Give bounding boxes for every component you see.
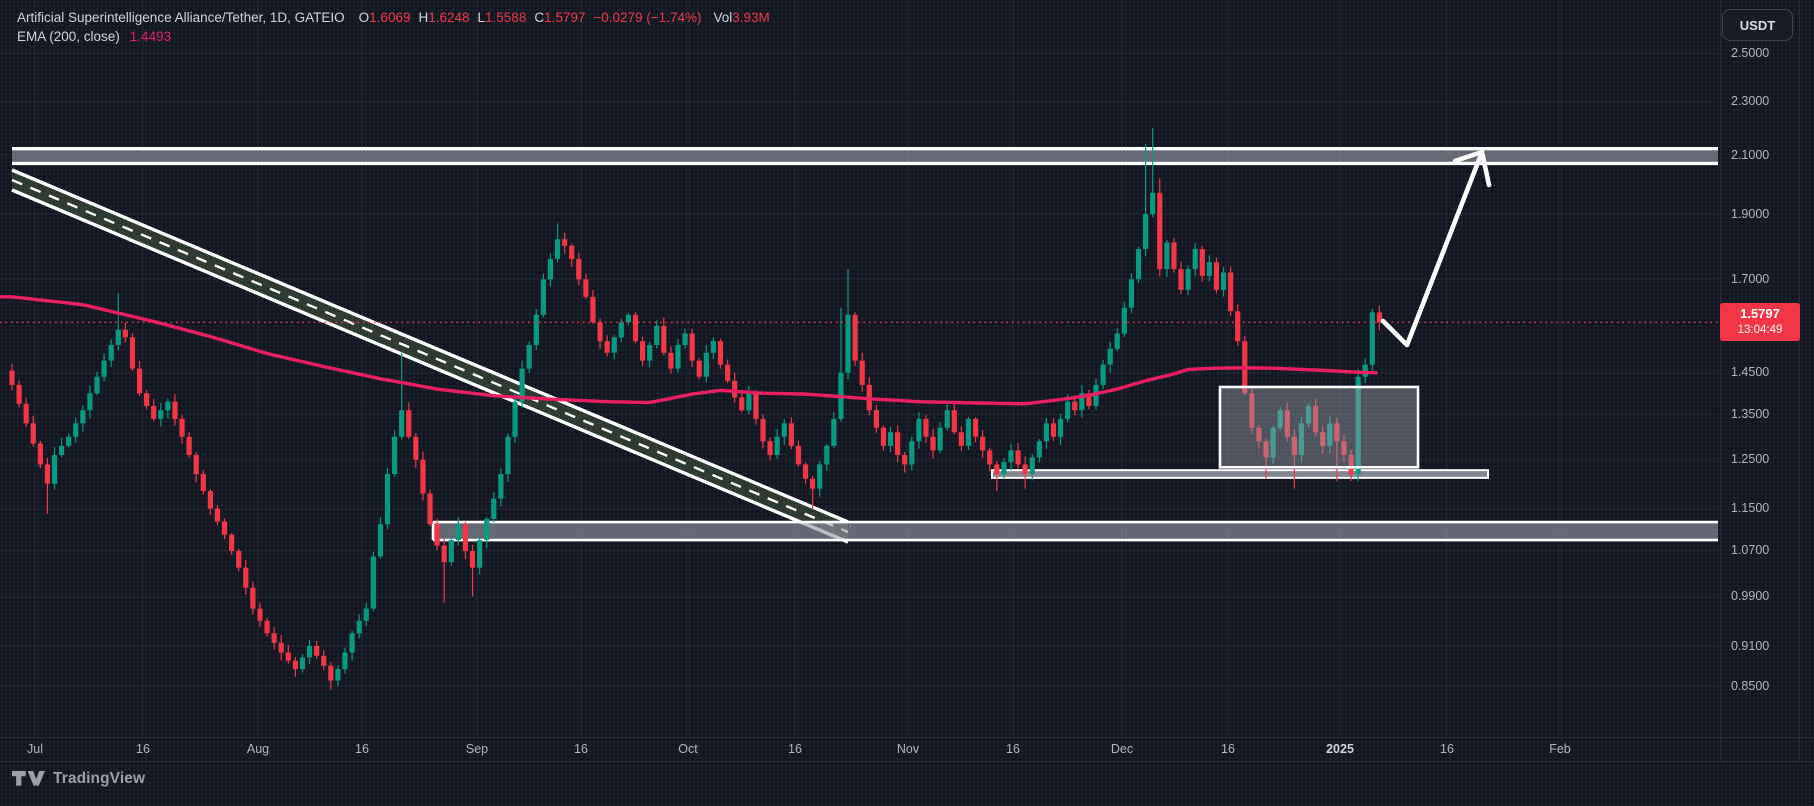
price-tick-label: 2.3000 xyxy=(1731,94,1770,109)
price-tick-label: 1.0700 xyxy=(1731,543,1770,558)
volume-value: 3.93M xyxy=(732,10,770,25)
time-axis[interactable]: Jul 16 Aug 16 Sep 16 Oct 16 Nov 16 Dec 16 2025 16 Feb xyxy=(0,737,1814,761)
last-price-badge: 1.5797 13:04:49 xyxy=(1720,303,1800,342)
open-value: 1.6069 xyxy=(369,10,411,25)
price-tick-label: 1.3500 xyxy=(1731,407,1770,422)
price-tick-label: 1.4500 xyxy=(1731,365,1770,380)
time-tick-label: Feb xyxy=(1549,742,1571,756)
price-tick-label: 0.9100 xyxy=(1731,638,1770,653)
bar-countdown: 13:04:49 xyxy=(1737,324,1783,337)
currency-unit-button[interactable]: USDT xyxy=(1722,9,1793,41)
time-tick-label: 2025 xyxy=(1326,742,1354,756)
high-label: H xyxy=(418,10,429,25)
time-tick-label: 16 xyxy=(355,742,369,756)
time-tick-label: Jul xyxy=(27,742,43,756)
last-price-value: 1.5797 xyxy=(1740,306,1780,322)
breakout-arrow[interactable] xyxy=(1380,149,1492,348)
time-tick-label: 16 xyxy=(136,742,150,756)
high-value: 1.6248 xyxy=(428,10,470,25)
support-zone[interactable] xyxy=(431,520,1718,542)
time-tick-label: Nov xyxy=(896,742,920,756)
low-label: L xyxy=(477,10,486,25)
tradingview-logo-text: TradingView xyxy=(53,769,146,787)
tradingview-icon xyxy=(12,770,45,786)
time-tick-label: 16 xyxy=(788,742,802,756)
time-tick-label: 16 xyxy=(574,742,588,756)
time-tick-label: Dec xyxy=(1110,742,1134,756)
time-tick-label: 16 xyxy=(1006,742,1020,756)
indicator-label[interactable]: EMA (200, close) xyxy=(17,29,120,44)
price-tick-label: 2.5000 xyxy=(1731,45,1770,60)
price-axis[interactable]: 2.5000 2.3000 2.1000 1.9000 1.7000 1.4500 1.35… xyxy=(1720,0,1814,737)
time-tick-label: 16 xyxy=(1221,742,1235,756)
low-value: 1.5588 xyxy=(485,10,527,25)
consolidation-box[interactable] xyxy=(1218,385,1420,469)
price-tick-label: 1.7000 xyxy=(1731,271,1770,286)
time-tick-label: 16 xyxy=(1440,742,1454,756)
chart-legend: Artificial Superintelligence Alliance/Te… xyxy=(17,10,770,44)
ema-line[interactable] xyxy=(0,295,1378,406)
footer-separator xyxy=(0,761,1814,762)
price-tick-label: 1.9000 xyxy=(1731,206,1770,221)
grid-layer xyxy=(0,0,1718,735)
price-axis-separator xyxy=(1720,0,1721,761)
price-tick-label: 0.9900 xyxy=(1731,589,1770,604)
candles-layer xyxy=(9,128,1383,690)
minor-support-level[interactable] xyxy=(991,469,1489,479)
trend-channel[interactable] xyxy=(11,168,849,544)
resistance-zone[interactable] xyxy=(12,146,1718,166)
open-label: O xyxy=(358,10,370,25)
symbol-title[interactable]: Artificial Superintelligence Alliance/Te… xyxy=(17,10,345,25)
change-value: −0.0279 (−1.74%) xyxy=(593,10,702,25)
close-value: 1.5797 xyxy=(544,10,586,25)
price-tick-label: 2.1000 xyxy=(1731,147,1770,162)
price-tick-label: 0.8500 xyxy=(1731,678,1770,693)
time-axis-separator xyxy=(0,737,1814,738)
indicator-value: 1.4493 xyxy=(129,29,172,44)
symbol-row: Artificial Superintelligence Alliance/Te… xyxy=(17,10,770,25)
price-tick-label: 1.2500 xyxy=(1731,452,1770,467)
tradingview-logo[interactable]: TradingView xyxy=(12,768,145,789)
volume-label: Vol xyxy=(713,10,733,25)
indicator-row: EMA (200, close) 1.4493 xyxy=(17,29,770,44)
close-label: C xyxy=(534,10,545,25)
time-tick-label: Oct xyxy=(678,742,698,756)
time-tick-label: Aug xyxy=(246,742,270,756)
time-tick-label: Sep xyxy=(465,742,489,756)
right-border xyxy=(1799,0,1800,761)
price-tick-label: 1.1500 xyxy=(1731,501,1770,516)
